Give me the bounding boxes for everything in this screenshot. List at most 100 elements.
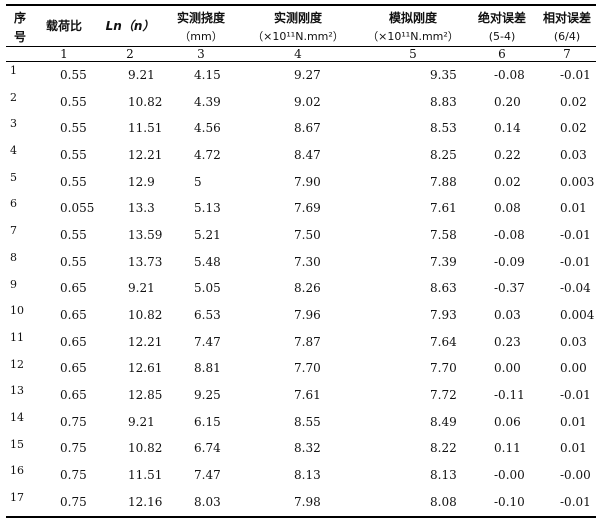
table-cell: 0.003 (560, 174, 595, 189)
stiffness-table: 序 号 载荷比 Ln（n） 实测挠度 （mm） 实测刚度 （×10¹¹N.mm²… (6, 4, 596, 518)
column-index: 2 (94, 46, 166, 62)
table-cell: 0.055 (60, 201, 95, 216)
table-row: 5 0.55 12.9 5 7.90 7.88 0.02 0.003 (6, 169, 596, 196)
table-cell: 7.88 (430, 174, 457, 189)
row-number: 12 (10, 357, 24, 371)
row-number: 4 (10, 144, 17, 158)
table-cell: 12.16 (94, 489, 166, 518)
row-number: 17 (6, 489, 34, 518)
table-cell: 9.21 (128, 281, 155, 296)
table-cell: 8.22 (430, 441, 457, 456)
table-row: 7 0.55 13.59 5.21 7.50 7.58 -0.08 -0.01 (6, 222, 596, 249)
table-row: 13 0.65 12.85 9.25 7.61 7.72 -0.11 -0.01 (6, 382, 596, 409)
table-cell: 0.11 (494, 441, 521, 456)
table-cell: 0.55 (60, 254, 87, 269)
table-cell: 8.53 (430, 121, 457, 136)
table-cell: 8.03 (166, 489, 236, 518)
table-cell: 0.65 (60, 388, 87, 403)
table-cell: 11.51 (128, 468, 163, 483)
table-cell: 7.98 (236, 489, 360, 518)
row-number: 5 (10, 170, 17, 184)
table-cell: 9.25 (194, 388, 221, 403)
table-cell: 9.21 (128, 67, 155, 82)
header-deflection: 实测挠度 （mm） (176, 11, 225, 43)
table-row: 1 0.55 9.21 4.15 9.27 9.35 -0.08 -0.01 (6, 62, 596, 89)
table-body: 1 0.55 9.21 4.15 9.27 9.35 -0.08 -0.01 2 0.55 10.8… (6, 62, 596, 518)
table-cell: 10.82 (128, 441, 163, 456)
table-cell: 0.75 (60, 441, 87, 456)
table-cell: 5.48 (194, 254, 221, 269)
table-cell: 8.55 (294, 414, 321, 429)
table-cell: 4.39 (194, 94, 221, 109)
table-cell: -0.04 (560, 281, 591, 296)
row-number: 1 (10, 64, 17, 77)
data-table-container: 序 号 载荷比 Ln（n） 实测挠度 （mm） 实测刚度 （×10¹¹N.mm²… (6, 4, 596, 518)
table-cell: -0.01 (560, 227, 591, 242)
table-cell: 0.55 (60, 227, 87, 242)
table-cell: 0.65 (60, 334, 87, 349)
table-cell: 7.96 (294, 308, 321, 323)
table-cell: 0.55 (60, 174, 87, 189)
table-cell: 0.00 (494, 361, 521, 376)
table-cell: 8.63 (430, 281, 457, 296)
table-cell: 8.13 (294, 468, 321, 483)
table-cell: 4.15 (194, 67, 221, 82)
table-cell: 0.02 (560, 94, 587, 109)
row-number: 13 (10, 384, 24, 398)
row-number: 9 (10, 277, 17, 291)
header-load-ratio: 载荷比 (45, 19, 82, 33)
column-index-row: 1 2 3 4 5 6 7 (6, 46, 596, 62)
table-cell: 5.13 (194, 201, 221, 216)
table-cell: -0.11 (494, 388, 525, 403)
column-index: 5 (360, 46, 466, 62)
column-index: 3 (166, 46, 236, 62)
table-cell: 0.65 (60, 361, 87, 376)
row-number: 2 (10, 90, 17, 104)
header-rel-error: 相对误差 (6/4) (542, 11, 591, 43)
table-cell: 7.64 (430, 334, 457, 349)
table-cell: 7.50 (294, 227, 321, 242)
row-number: 6 (10, 197, 17, 211)
table-cell: 13.59 (128, 227, 163, 242)
table-cell: -0.00 (494, 468, 525, 483)
table-cell: 0.004 (560, 308, 595, 323)
table-cell: 0.75 (60, 414, 87, 429)
table-cell: 8.49 (430, 414, 457, 429)
table-cell: 7.70 (430, 361, 457, 376)
table-cell: 5.05 (194, 281, 221, 296)
table-row: 6 0.055 13.3 5.13 7.69 7.61 0.08 0.01 (6, 195, 596, 222)
table-row: 12 0.65 12.61 8.81 7.70 7.70 0.00 0.00 (6, 356, 596, 383)
column-index: 4 (236, 46, 360, 62)
table-cell: 11.51 (128, 121, 163, 136)
table-cell: -0.01 (560, 254, 591, 269)
table-cell: 10.82 (128, 94, 163, 109)
table-cell: 9.27 (294, 67, 321, 82)
table-cell: 4.56 (194, 121, 221, 136)
table-cell: 4.72 (194, 147, 221, 162)
table-cell: 0.55 (60, 94, 87, 109)
header-simulated-stiffness: 模拟刚度 （×10¹¹N.mm²） (367, 11, 459, 43)
table-cell: -0.37 (494, 281, 525, 296)
header-ln: Ln（n） (105, 19, 155, 33)
table-cell: -0.08 (494, 227, 525, 242)
table-row: 3 0.55 11.51 4.56 8.67 8.53 0.14 0.02 (6, 115, 596, 142)
row-number: 11 (10, 330, 24, 344)
row-number: 14 (10, 410, 24, 424)
column-index: 7 (538, 46, 596, 62)
table-cell: 12.9 (128, 174, 155, 189)
table-row: 16 0.75 11.51 7.47 8.13 8.13 -0.00 -0.00 (6, 462, 596, 489)
row-number: 15 (10, 437, 24, 451)
table-row: 10 0.65 10.82 6.53 7.96 7.93 0.03 0.004 (6, 302, 596, 329)
table-cell: 0.22 (494, 147, 521, 162)
column-index: 6 (466, 46, 538, 62)
table-cell: 0.65 (60, 281, 87, 296)
table-cell: 0.02 (494, 174, 521, 189)
row-number: 8 (10, 250, 17, 264)
table-cell: 7.61 (430, 201, 457, 216)
row-number: 7 (10, 224, 17, 238)
row-number: 3 (10, 117, 17, 131)
table-cell: -0.00 (560, 468, 591, 483)
table-cell: 0.55 (60, 67, 87, 82)
table-cell: 12.85 (128, 388, 163, 403)
table-cell: 0.20 (494, 94, 521, 109)
